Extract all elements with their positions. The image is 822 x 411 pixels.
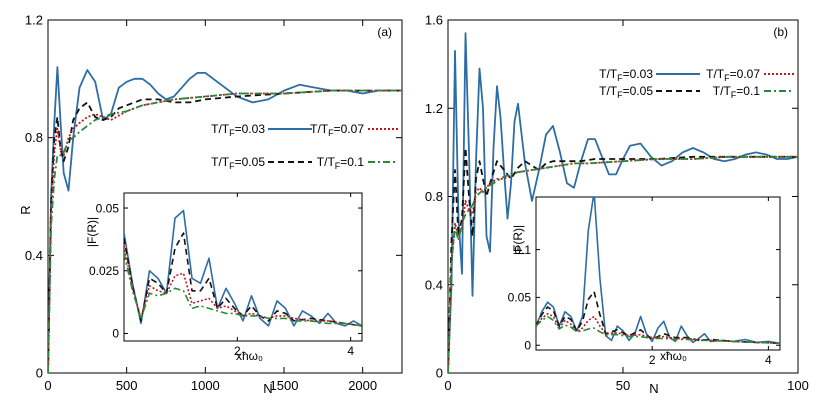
panel-a-panel-label: (a) [377,25,392,39]
panel-b-y-tick-label: 0.8 [425,189,443,204]
panel-a-y-tick-label: 0.4 [25,248,43,263]
panel-a-inset-x-axis-label: xħω₀ [236,349,263,363]
panel-a-inset-y-tick-label: 0.05 [96,201,120,215]
panel-b-inset-frame [535,196,781,351]
panel-a-inset-x-tick-label: 4 [347,344,354,358]
panel-b-x-tick-label: 50 [616,378,630,393]
panel-a-inset-y-tick-label: 0 [112,327,119,341]
panel-a-y-tick-label: 0.8 [25,130,43,145]
panel-b-inset-series-line-T/TF=0.1 [536,315,780,345]
panel-b-main-series-line-T/TF=0.1 [448,155,798,373]
panel-a-y-tick-label: 1.2 [25,13,43,28]
panel-a-x-tick-label: 1500 [270,378,299,393]
panel-a-x-tick-label: 1000 [191,378,220,393]
panel-a-legend-label: T/TF=0.07 [310,122,364,138]
panel-a-x-tick-label: 500 [116,378,138,393]
panel-a-chart: 0 500 1000 1500 2000 0 0.4 0.8 1.2 (a) R N T/TF=0.03… [18,13,403,396]
panel-a-inset-series-line-T/TF=0.05 [124,232,362,327]
panel-b-panel-label: (b) [773,25,788,39]
panel-a-x-axis-label: N [263,381,272,396]
panel-b-inset-y-tick-label: 0.1 [514,243,531,257]
panel-b-legend-label: T/TF=0.03 [599,67,653,83]
panel-b-main-series-line-T/TF=0.05 [448,147,798,373]
panel-a-legend-label: T/TF=0.1 [317,155,365,171]
panel-b-legend-label: T/TF=0.1 [713,84,761,100]
panel-a-inset-y-tick-label: 0.025 [89,264,119,278]
panel-b-main-series-line-T/TF=0.03 [448,32,798,373]
panel-b-inset-y-tick-label: 0 [524,338,531,352]
panel-b-inset-series-line-T/TF=0.05 [536,290,780,345]
panel-b-inset-y-axis-label: |F(R)| [511,225,525,255]
panel-a-main-series-line-T/TF=0.1 [48,89,402,373]
panel-a-inset: 2 4 0 0.025 0.05 |F(R)| xħω₀ [85,192,363,363]
panel-b-legend-label: T/TF=0.07 [706,67,760,83]
panel-b-inset-x-tick-label: 2 [649,353,656,367]
panel-b-inset-y-tick-label: 0.05 [508,291,532,305]
panel-a-y-tick-label: 0 [36,366,43,381]
panel-a-x-tick-label: 2000 [348,378,377,393]
panel-b-x-axis-label: N [649,381,658,396]
panel-a-inset-y-axis-label: |F(R)| [85,217,99,247]
panel-b-inset-series-line-T/TF=0.03 [536,197,780,345]
panel-a-y-axis-label: R [18,205,33,214]
panel-a-x-tick-label: 0 [44,378,51,393]
panel-b-y-tick-label: 0 [436,366,443,381]
panel-b-x-tick-label: 0 [444,378,451,393]
panel-a-inset-series-line-T/TF=0.1 [124,253,362,327]
panel-b-x-tick-label: 100 [787,378,809,393]
panel-b-inset-x-axis-label: xħω₀ [660,349,687,363]
panel-a-main-series-line-T/TF=0.05 [48,89,402,373]
panel-b-inset: 2 4 0 0.05 0.1|F(R)| xħω₀ [508,196,781,367]
panel-b-y-tick-label: 1.2 [425,101,443,116]
panel-a-main-series-line-T/TF=0.03 [48,66,402,373]
panel-b-y-tick-label: 0.4 [425,277,443,292]
panel-a-legend-label: T/TF=0.03 [211,122,265,138]
panel-a-legend-label: T/TF=0.05 [211,155,265,171]
panel-b-legend-label: T/TF=0.05 [599,84,653,100]
panel-b-inset-x-tick-label: 4 [765,353,772,367]
panel-b-y-tick-label: 1.6 [425,13,443,28]
panel-a-inset-x-tick-label: 2 [234,344,241,358]
